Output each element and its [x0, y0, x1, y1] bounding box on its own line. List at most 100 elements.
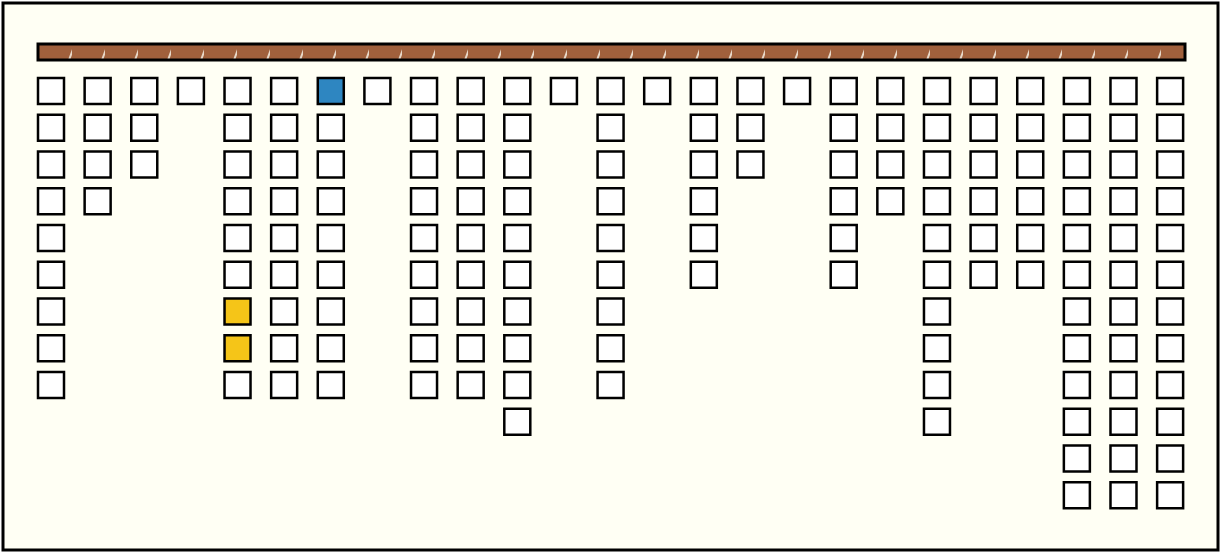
- cell[interactable]: [689, 150, 719, 179]
- cell[interactable]: [503, 407, 532, 436]
- cell[interactable]: [969, 150, 998, 179]
- cell[interactable]: [876, 113, 905, 142]
- cell[interactable]: [1155, 444, 1185, 473]
- cell[interactable]: [1015, 76, 1045, 106]
- cell[interactable]: [456, 260, 485, 289]
- cell[interactable]: [130, 113, 159, 142]
- cell[interactable]: [503, 334, 532, 363]
- cell[interactable]: [83, 187, 112, 216]
- cell[interactable]: [316, 370, 346, 400]
- cell[interactable]: [36, 76, 66, 106]
- cell[interactable]: [1109, 223, 1138, 253]
- cell[interactable]: [456, 113, 485, 142]
- cell[interactable]: [596, 76, 625, 106]
- cell[interactable]: [596, 334, 625, 363]
- cell[interactable]: [1062, 444, 1092, 473]
- cell[interactable]: [36, 334, 66, 363]
- cell[interactable]: [269, 76, 299, 106]
- cell[interactable]: [829, 187, 858, 216]
- cell[interactable]: [316, 260, 346, 289]
- cell[interactable]: [596, 113, 625, 142]
- cell[interactable]: [503, 370, 532, 400]
- cell[interactable]: [596, 150, 625, 179]
- cell[interactable]: [1155, 187, 1185, 216]
- cell[interactable]: [876, 187, 905, 216]
- cell[interactable]: [409, 370, 439, 400]
- cell[interactable]: [1155, 223, 1185, 253]
- cell[interactable]: [596, 223, 625, 253]
- cell[interactable]: [1062, 481, 1092, 510]
- cell[interactable]: [456, 334, 485, 363]
- cell[interactable]: [1062, 407, 1092, 436]
- cell[interactable]: [130, 76, 159, 106]
- cell[interactable]: [1155, 370, 1185, 400]
- cell[interactable]: [503, 150, 532, 179]
- cell[interactable]: [409, 223, 439, 253]
- cell[interactable]: [969, 223, 998, 253]
- cell[interactable]: [1015, 150, 1045, 179]
- cell[interactable]: [1155, 260, 1185, 289]
- cell[interactable]: [1155, 481, 1185, 510]
- cell[interactable]: [269, 187, 299, 216]
- cell[interactable]: [503, 76, 532, 106]
- cell[interactable]: [503, 260, 532, 289]
- cell[interactable]: [922, 223, 952, 253]
- cell[interactable]: [922, 370, 952, 400]
- cell[interactable]: [1109, 334, 1138, 363]
- cell[interactable]: [316, 150, 346, 179]
- cell[interactable]: [36, 297, 66, 326]
- cell[interactable]: [36, 370, 66, 400]
- cell[interactable]: [1109, 297, 1138, 326]
- cell[interactable]: [223, 370, 252, 400]
- cell[interactable]: [409, 76, 439, 106]
- cell[interactable]: [596, 370, 625, 400]
- highlighted-cell[interactable]: [223, 297, 252, 326]
- cell[interactable]: [456, 187, 485, 216]
- cell[interactable]: [689, 113, 719, 142]
- cell[interactable]: [223, 223, 252, 253]
- cell[interactable]: [1155, 150, 1185, 179]
- cell[interactable]: [36, 113, 66, 142]
- cell[interactable]: [922, 187, 952, 216]
- cell[interactable]: [409, 334, 439, 363]
- cell[interactable]: [1062, 370, 1092, 400]
- cell[interactable]: [596, 187, 625, 216]
- cell[interactable]: [363, 76, 392, 106]
- cell[interactable]: [269, 150, 299, 179]
- cell[interactable]: [736, 113, 765, 142]
- cell[interactable]: [1062, 334, 1092, 363]
- cell[interactable]: [1015, 260, 1045, 289]
- cell[interactable]: [689, 76, 719, 106]
- cell[interactable]: [922, 150, 952, 179]
- cell[interactable]: [689, 260, 719, 289]
- cell[interactable]: [829, 150, 858, 179]
- cell[interactable]: [829, 260, 858, 289]
- cell[interactable]: [876, 76, 905, 106]
- cell[interactable]: [83, 113, 112, 142]
- cell[interactable]: [456, 370, 485, 400]
- cell[interactable]: [922, 407, 952, 436]
- cell[interactable]: [1109, 150, 1138, 179]
- cell[interactable]: [1062, 150, 1092, 179]
- cell[interactable]: [969, 76, 998, 106]
- cell[interactable]: [503, 297, 532, 326]
- highlighted-cell[interactable]: [316, 76, 346, 106]
- cell[interactable]: [1109, 187, 1138, 216]
- cell[interactable]: [83, 76, 112, 106]
- cell[interactable]: [456, 76, 485, 106]
- cell[interactable]: [922, 297, 952, 326]
- cell[interactable]: [736, 150, 765, 179]
- cell[interactable]: [596, 260, 625, 289]
- cell[interactable]: [36, 260, 66, 289]
- cell[interactable]: [596, 297, 625, 326]
- cell[interactable]: [829, 76, 858, 106]
- cell[interactable]: [456, 150, 485, 179]
- cell[interactable]: [316, 113, 346, 142]
- cell[interactable]: [176, 76, 206, 106]
- cell[interactable]: [456, 297, 485, 326]
- cell[interactable]: [223, 187, 252, 216]
- cell[interactable]: [1155, 297, 1185, 326]
- cell[interactable]: [223, 150, 252, 179]
- cell[interactable]: [503, 223, 532, 253]
- cell[interactable]: [1155, 76, 1185, 106]
